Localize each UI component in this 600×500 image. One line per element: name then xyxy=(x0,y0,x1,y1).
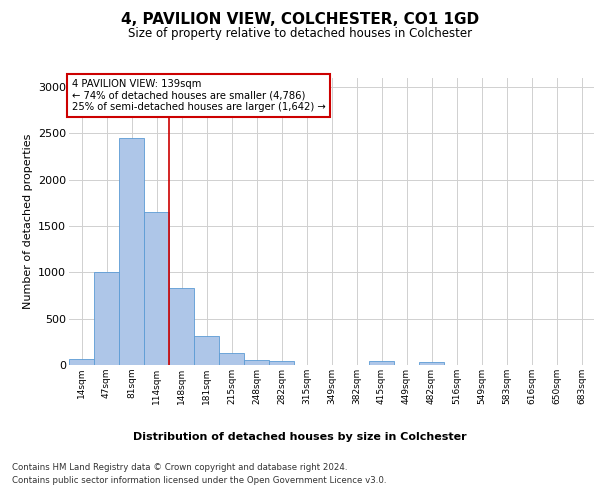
Text: Contains HM Land Registry data © Crown copyright and database right 2024.: Contains HM Land Registry data © Crown c… xyxy=(12,462,347,471)
Y-axis label: Number of detached properties: Number of detached properties xyxy=(23,134,32,309)
Bar xyxy=(369,361,394,365)
Text: Contains public sector information licensed under the Open Government Licence v3: Contains public sector information licen… xyxy=(12,476,386,485)
Bar xyxy=(169,288,194,365)
Bar xyxy=(69,360,94,365)
Bar xyxy=(419,362,444,365)
Text: 4, PAVILION VIEW, COLCHESTER, CO1 1GD: 4, PAVILION VIEW, COLCHESTER, CO1 1GD xyxy=(121,12,479,28)
Text: 4 PAVILION VIEW: 139sqm
← 74% of detached houses are smaller (4,786)
25% of semi: 4 PAVILION VIEW: 139sqm ← 74% of detache… xyxy=(71,79,325,112)
Text: Distribution of detached houses by size in Colchester: Distribution of detached houses by size … xyxy=(133,432,467,442)
Bar xyxy=(144,212,169,365)
Bar xyxy=(244,360,269,365)
Bar xyxy=(119,138,144,365)
Bar xyxy=(94,272,119,365)
Bar xyxy=(194,336,219,365)
Bar xyxy=(219,353,244,365)
Text: Size of property relative to detached houses in Colchester: Size of property relative to detached ho… xyxy=(128,28,472,40)
Bar xyxy=(269,361,294,365)
